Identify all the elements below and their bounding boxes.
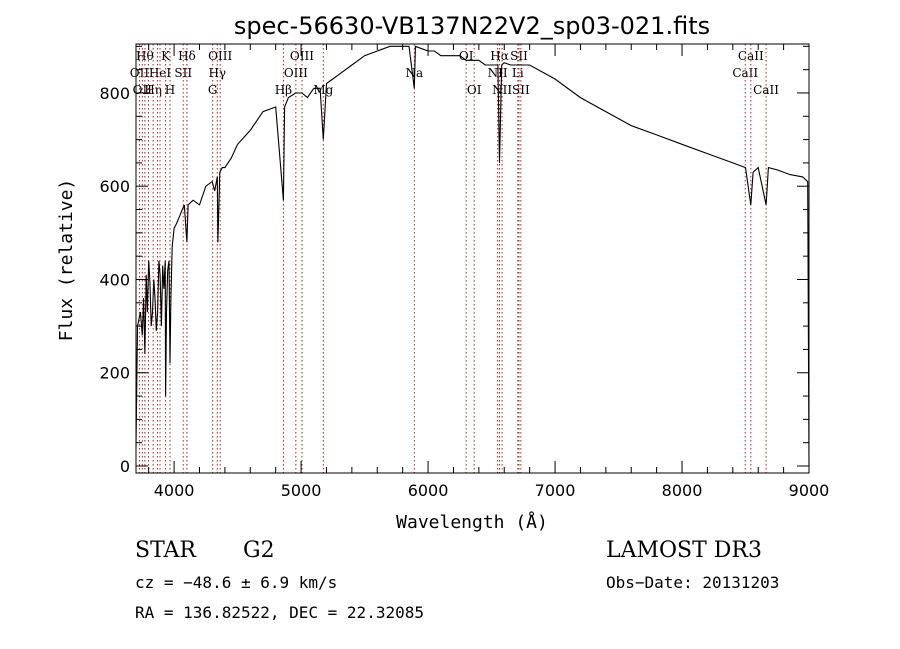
line-marker-label: Hβ: [275, 83, 292, 97]
line-marker-label: OIII: [290, 49, 314, 63]
line-marker-label: Hα: [490, 49, 509, 63]
line-marker-label: G: [208, 83, 218, 97]
line-marker-label: OI: [467, 83, 482, 97]
y-tick-label: 600: [99, 177, 130, 196]
y-tick-label: 400: [99, 270, 130, 289]
line-marker-label: OI: [459, 49, 474, 63]
line-marker-label: Li: [512, 66, 524, 80]
line-marker-label: Hδ: [178, 49, 196, 63]
line-marker-label: H: [165, 83, 175, 97]
survey-name: LAMOST DR3: [606, 538, 762, 563]
line-marker-label: Hη: [144, 83, 162, 97]
axis-ticks: 4000 5000 6000 7000 8000 9000 0 200 400 600 800: [99, 44, 829, 500]
line-marker-label: NII: [492, 83, 512, 97]
object-class: STAR: [135, 538, 196, 563]
plot-frame: [135, 43, 810, 474]
line-marker-label: SII: [512, 83, 530, 97]
x-tick-label: 4000: [154, 481, 195, 500]
redshift-cz: cz = −48.6 ± 6.9 km/s: [135, 573, 338, 592]
x-axis-label: Wavelength (Å): [396, 511, 548, 533]
line-marker-label: OIII: [284, 66, 308, 80]
line-marker-label: SII: [174, 66, 192, 80]
x-tick-label: 9000: [789, 481, 830, 500]
y-tick-label: 0: [120, 457, 130, 476]
y-tick-label: 200: [99, 364, 130, 383]
x-tick-label: 8000: [662, 481, 703, 500]
object-subclass: G2: [243, 538, 275, 563]
line-marker-label: OIII: [208, 49, 232, 63]
line-marker-label: CaII: [732, 66, 758, 80]
line-marker-label: Mg: [313, 83, 333, 97]
observation-date: Obs−Date: 20131203: [606, 573, 780, 592]
line-marker-label: SII: [510, 49, 528, 63]
line-marker-label: HeI: [149, 66, 172, 80]
y-tick-label: 800: [99, 84, 130, 103]
line-marker-label: OII: [133, 83, 153, 97]
spectrum-line: [135, 45, 810, 467]
spectral-line-markers: OII OII Hθ Hη HeI K H SII Hδ G Hγ OIII Hβ OIII OIII Mg N…: [130, 44, 779, 473]
line-marker-label: Hθ: [136, 49, 154, 63]
line-marker-label: CaII: [738, 49, 764, 63]
line-marker-label: Hγ: [208, 66, 226, 80]
line-marker-label: K: [161, 49, 171, 63]
x-tick-label: 5000: [281, 481, 322, 500]
chart-title: spec-56630-VB137N22V2_sp03-021.fits: [234, 12, 710, 40]
x-tick-label: 6000: [408, 481, 449, 500]
coordinates: RA = 136.82522, DEC = 22.32085: [135, 603, 424, 622]
line-marker-label: OII: [130, 66, 150, 80]
y-axis-label: Flux (relative): [56, 179, 77, 342]
line-marker-label: CaII: [753, 83, 779, 97]
x-tick-label: 7000: [535, 481, 576, 500]
